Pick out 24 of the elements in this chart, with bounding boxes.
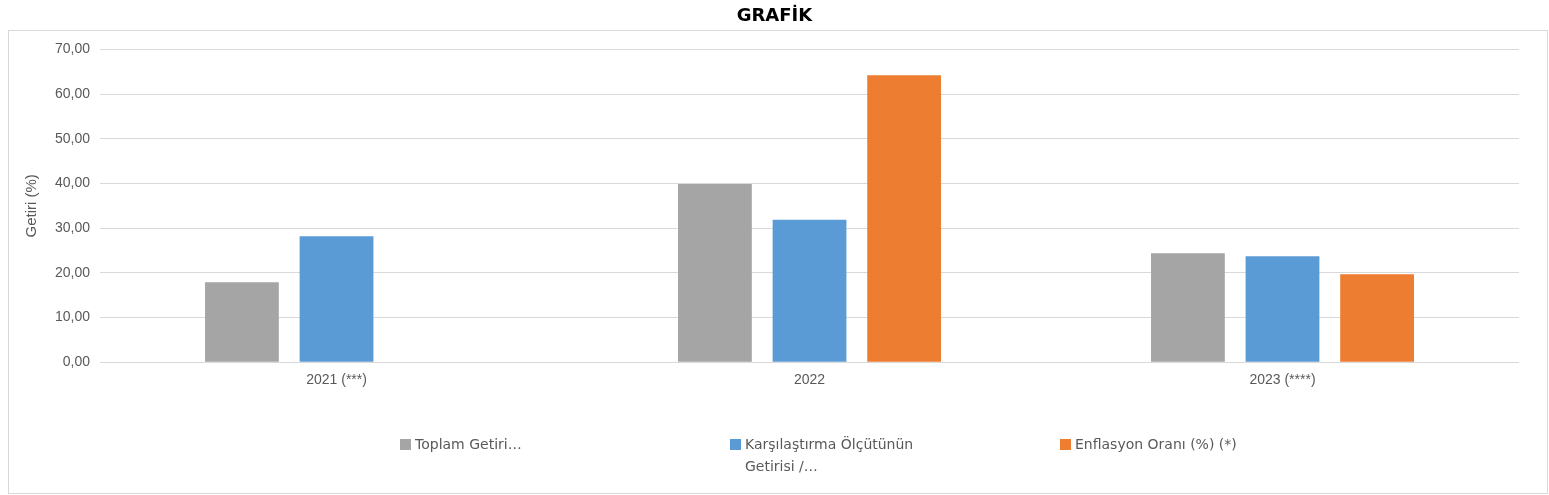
y-tick-label: 50,00 [54, 129, 91, 146]
y-axis-title: Getiri (%) [22, 174, 40, 238]
legend-label: Toplam Getiri… [415, 435, 522, 454]
chart-title: GRAFİK [735, 4, 814, 25]
x-tick-label: 2021 (***) [306, 371, 367, 388]
bar [205, 282, 279, 362]
x-tick-label: 2023 (****) [1249, 371, 1316, 388]
y-tick-label: 10,00 [54, 308, 91, 325]
y-tick-label: 40,00 [54, 174, 91, 191]
bar [867, 75, 942, 362]
bar [1340, 274, 1414, 362]
y-tick-label: 30,00 [54, 219, 91, 235]
bar [1151, 253, 1225, 362]
y-tick-label: 60,00 [54, 84, 91, 101]
bar [772, 219, 847, 362]
x-tick-label: 2022 [793, 371, 826, 388]
y-tick-label: 70,00 [54, 40, 91, 57]
bar [678, 183, 752, 362]
y-tick-label: 0,00 [62, 353, 91, 370]
bar [299, 236, 374, 362]
y-tick-label: 20,00 [54, 263, 91, 280]
legend-label: Karşılaştırma Ölçütünün Getirisi /… [745, 435, 915, 476]
legend-label: Enflasyon Oranı (%) (*) [1075, 435, 1237, 454]
bar [1245, 256, 1320, 362]
